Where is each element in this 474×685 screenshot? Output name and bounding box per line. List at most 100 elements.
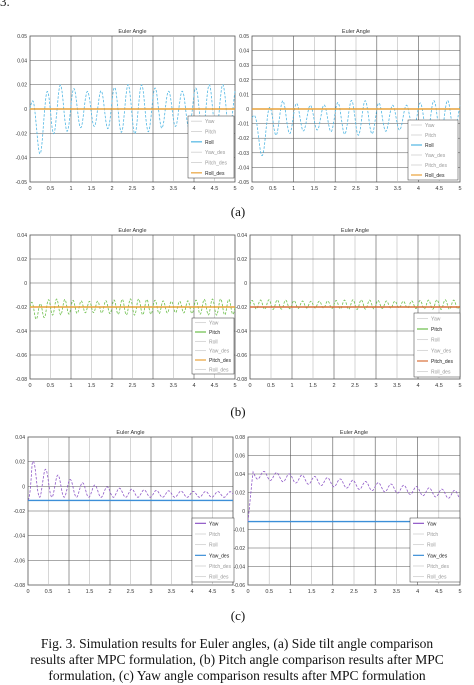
y-tick-label: -0.08 [16, 377, 28, 383]
legend-entry: Pitch [209, 532, 220, 538]
y-tick-label: 0 [22, 484, 25, 490]
y-tick-label: 0 [24, 107, 27, 113]
y-tick-label: -0.03 [238, 151, 250, 157]
x-tick-label: 0.5 [47, 383, 55, 389]
x-tick-label: 1.5 [309, 383, 317, 389]
legend-entry: Roll_des [425, 173, 445, 179]
y-tick-label: 0.06 [235, 454, 245, 460]
x-tick-label: 4 [192, 186, 195, 192]
x-tick-label: 0.5 [47, 186, 55, 192]
y-tick-label: -0.06 [16, 353, 28, 359]
x-tick-label: 2 [108, 589, 111, 595]
legend-entry: Pitch [427, 532, 438, 538]
x-tick-label: 4 [416, 383, 419, 389]
x-tick-label: 3.5 [168, 589, 176, 595]
caption-line-3: formulation, (c) Yaw angle comparison re… [48, 668, 426, 683]
x-tick-label: 0 [28, 383, 31, 389]
legend-entry: Roll_des [431, 370, 451, 376]
y-tick-label: -0.02 [234, 546, 246, 552]
panel-label-c: (c) [230, 608, 246, 623]
x-tick-label: 1 [69, 383, 72, 389]
y-tick-label: 0.02 [17, 83, 27, 89]
x-tick-label: 5 [231, 589, 234, 595]
y-tick-label: 0.05 [17, 34, 27, 40]
x-tick-label: 3.5 [393, 383, 401, 389]
x-tick-label: 0 [26, 589, 29, 595]
x-tick-label: 3 [149, 589, 152, 595]
legend-entry: Yaw_des [427, 553, 448, 559]
x-tick-label: 4 [192, 383, 195, 389]
charts-canvas: 0 0.5 1 1.5 2 2.5 3 3.5 4 4.5 5 -0.05 -0.04 -0.02 0 0.0… [14, 29, 462, 595]
y-tick-label: 0.08 [235, 435, 245, 441]
legend-entry: Roll_des [209, 367, 229, 373]
legend-entry: Roll [205, 140, 214, 146]
y-tick-label: 0.04 [235, 472, 245, 478]
y-tick-label: 0.02 [15, 460, 25, 466]
chart-a-right: 0 0.5 1 1.5 2 2.5 3 3.5 4 4.5 5 -0.05 -0.04 -0.03 -0.0… [238, 29, 462, 192]
y-tick-label: -0.05 [16, 180, 28, 186]
legend-entry: Pitch [209, 330, 220, 336]
x-tick-label: 5 [458, 383, 461, 389]
caption-line-2: results after MPC formulation, (b) Pitch… [30, 652, 444, 667]
y-tick-label: 0.03 [239, 63, 249, 69]
y-tick-label: -0.04 [16, 156, 28, 162]
legend-entry: Pitch_des [425, 163, 447, 169]
chart-title: Euler Angle [116, 430, 144, 436]
x-tick-label: 2 [332, 383, 335, 389]
x-tick-label: 1.5 [308, 589, 316, 595]
legend-box [407, 119, 459, 181]
legend-entry: Pitch_des [431, 359, 453, 365]
legend-entry: Roll [425, 143, 434, 149]
x-tick-label: 4.5 [435, 186, 443, 192]
x-tick-label: 2.5 [129, 383, 137, 389]
x-tick-label: 1 [69, 186, 72, 192]
y-tick-label: -0.02 [16, 131, 28, 137]
x-tick-label: 1.5 [86, 589, 94, 595]
x-tick-label: 1.5 [88, 383, 96, 389]
x-tick-label: 2 [334, 186, 337, 192]
x-tick-label: 2 [110, 186, 113, 192]
x-tick-label: 4 [190, 589, 193, 595]
x-tick-label: 3 [374, 589, 377, 595]
legend-entry: Pitch_des [427, 564, 449, 570]
y-tick-label: -0.05 [238, 180, 250, 186]
x-tick-label: 3 [151, 383, 154, 389]
legend-entry: Pitch_des [205, 161, 227, 167]
y-tick-label: -0.04 [234, 565, 246, 571]
y-tick-label: -0.04 [14, 534, 26, 540]
chart-title: Euler Angle [340, 430, 368, 436]
x-tick-label: 0.5 [267, 383, 275, 389]
x-tick-label: 2.5 [129, 186, 137, 192]
chart-a-left: 0 0.5 1 1.5 2 2.5 3 3.5 4 4.5 5 -0.05 -0.04 -0.02 0 0.0… [16, 29, 237, 192]
x-tick-label: 1 [290, 383, 293, 389]
legend-entry: Yaw [205, 119, 215, 125]
legend-box [187, 115, 235, 179]
x-tick-label: 2.5 [352, 186, 360, 192]
x-tick-label: 4 [416, 589, 419, 595]
y-tick-label: 0.02 [239, 78, 249, 84]
legend-box [413, 312, 461, 378]
legend-entry: Roll_des [209, 575, 229, 581]
legend-entry: Roll [209, 339, 218, 345]
legend-box [191, 517, 235, 583]
y-tick-label: 0.01 [239, 92, 249, 98]
y-tick-label: 0.02 [237, 257, 247, 263]
y-tick-label: 0.04 [239, 49, 249, 55]
series-yaw-line [27, 460, 234, 501]
legend-entry: Yaw_des [425, 153, 446, 159]
legend-entry: Pitch_des [209, 358, 231, 364]
y-tick-label: -0.04 [236, 329, 248, 335]
chart-c-left: 0 0.5 1 1.5 2 2.5 3 3.5 4 4.5 5 -0.08 -0.06 -0.04 -0.0… [14, 430, 235, 595]
y-tick-label: -0.01 [238, 122, 250, 128]
x-tick-label: 2.5 [350, 589, 358, 595]
panel-label-b: (b) [230, 404, 246, 419]
x-tick-label: 0 [248, 383, 251, 389]
x-tick-label: 2 [110, 383, 113, 389]
panel-label-a: (a) [230, 204, 246, 219]
y-tick-label: 0 [242, 509, 245, 515]
legend-entry: Yaw [431, 316, 441, 322]
y-tick-label: 0.04 [15, 435, 25, 441]
y-tick-label: -0.04 [16, 329, 28, 335]
x-tick-label: 4 [417, 186, 420, 192]
x-tick-label: 0.5 [269, 186, 277, 192]
